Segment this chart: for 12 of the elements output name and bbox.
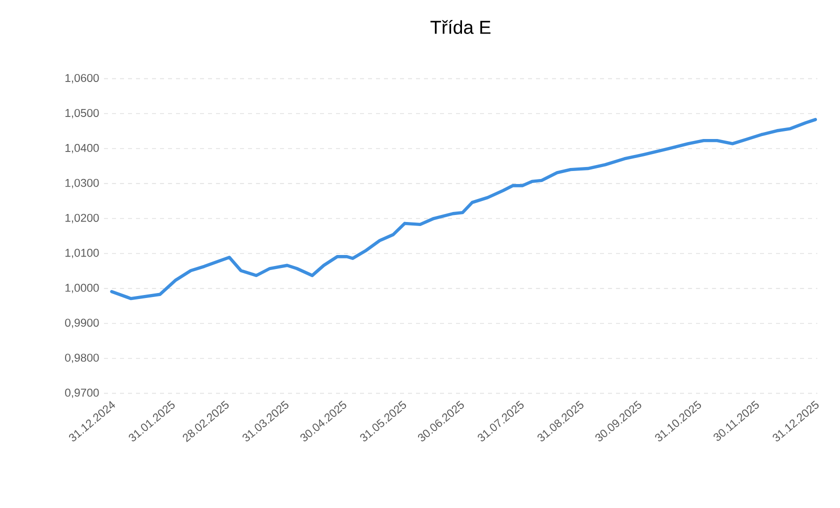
y-tick-label: 1,0500 xyxy=(65,108,99,118)
y-tick-label: 1,0100 xyxy=(65,248,99,258)
y-tick-label: 1,0600 xyxy=(65,74,99,84)
line-series xyxy=(110,118,818,300)
y-tick-label: 1,0300 xyxy=(65,178,99,188)
y-tick-label: 0,9800 xyxy=(65,354,99,364)
y-tick-label: 0,9700 xyxy=(65,388,99,398)
chart-title: Třída E xyxy=(430,20,490,34)
y-tick-label: 0,9900 xyxy=(65,318,99,328)
y-tick-label: 1,0000 xyxy=(65,284,99,294)
y-tick-label: 1,0200 xyxy=(65,214,99,224)
y-tick-label: 1,0400 xyxy=(65,144,99,154)
